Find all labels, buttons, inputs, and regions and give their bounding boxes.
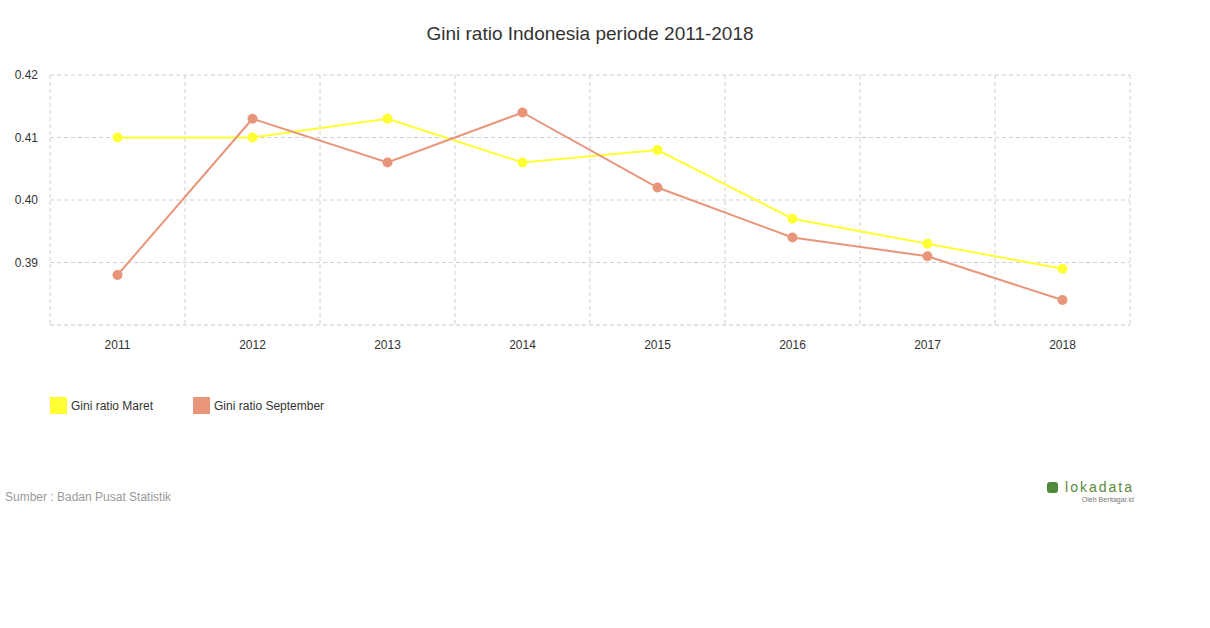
point <box>1058 295 1068 305</box>
point <box>113 133 123 143</box>
y-tick-label: 0.41 <box>15 131 39 145</box>
y-grid-line <box>50 75 1130 76</box>
annotation: Sumber : Badan Pusat Statistik <box>5 490 172 504</box>
y-tick-label: 0.42 <box>15 68 39 82</box>
point <box>383 114 393 124</box>
legend-label: Gini ratio September <box>214 399 324 413</box>
annotation: Oleh Beritagar.id <box>1082 496 1134 504</box>
point <box>653 183 663 193</box>
point <box>383 158 393 168</box>
x-tick-label: 2012 <box>239 338 266 352</box>
point <box>788 214 798 224</box>
y-grid-line <box>50 200 1130 201</box>
point <box>248 133 258 143</box>
vertical-grid-line <box>455 75 456 325</box>
logo-icon <box>1047 482 1058 493</box>
point <box>653 145 663 155</box>
x-tick-label: 2013 <box>374 338 401 352</box>
point <box>923 251 933 261</box>
x-tick-label: 2015 <box>644 338 671 352</box>
chart: Gini ratio Indonesia periode 2011-2018 0.… <box>0 0 1210 628</box>
point <box>248 114 258 124</box>
x-tick-label: 2014 <box>509 338 536 352</box>
y-tick-label: 0.39 <box>15 256 39 270</box>
x-tick-label: 2017 <box>914 338 941 352</box>
legend-swatch <box>193 397 210 414</box>
point <box>788 233 798 243</box>
vertical-grid-line <box>860 75 861 325</box>
point <box>518 108 528 118</box>
title: Gini ratio Indonesia periode 2011-2018 <box>426 23 753 44</box>
point <box>923 239 933 249</box>
point <box>1058 264 1068 274</box>
x-axis-line <box>50 325 1130 326</box>
point <box>113 270 123 280</box>
legend-swatch <box>50 397 67 414</box>
plot-area <box>113 108 1068 306</box>
annotation: lokadata <box>1065 479 1134 495</box>
x-tick-label: 2011 <box>105 338 131 352</box>
y-grid-line <box>50 262 1130 263</box>
series-line <box>118 113 1063 301</box>
y-tick-label: 0.40 <box>15 193 39 207</box>
series-line <box>118 119 1063 269</box>
x-tick-label: 2018 <box>1049 338 1076 352</box>
point <box>518 158 528 168</box>
x-tick-label: 2016 <box>779 338 806 352</box>
legend-label: Gini ratio Maret <box>71 399 154 413</box>
